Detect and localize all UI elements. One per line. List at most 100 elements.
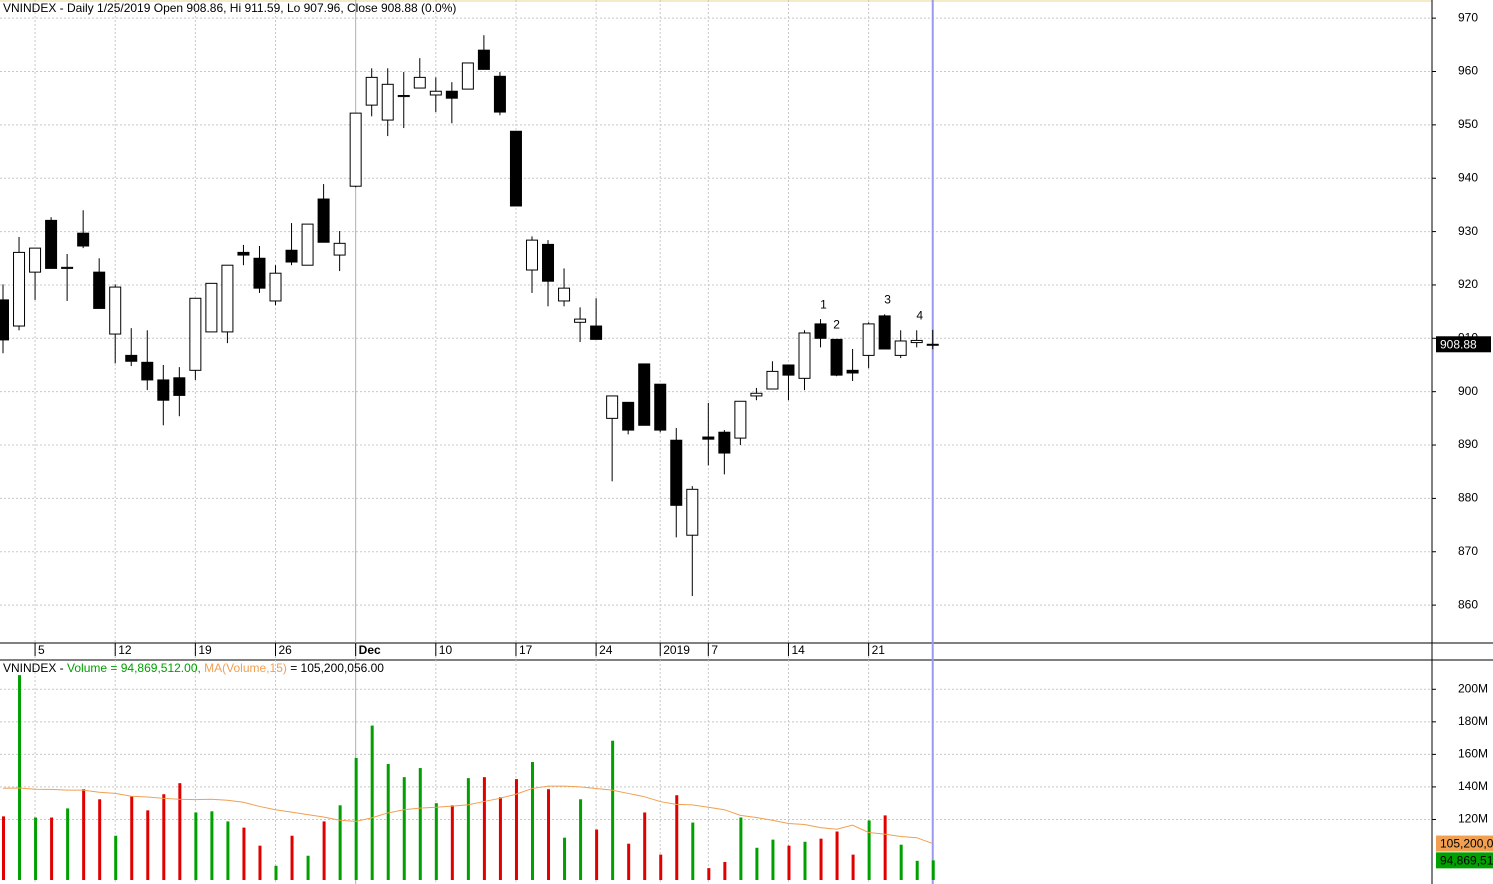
x-tick-label: 21	[872, 643, 886, 657]
volume-bar	[819, 838, 823, 880]
volume-bar	[114, 835, 118, 880]
volume-header: VNINDEX - Volume = 94,869,512.00, MA(Vol…	[3, 661, 384, 675]
candle-body	[750, 392, 763, 397]
candle-body	[846, 369, 859, 374]
volume-bar	[50, 817, 54, 880]
y-tick-label: 200M	[1458, 681, 1488, 695]
candle-body	[670, 439, 683, 506]
volume-bar	[771, 839, 775, 880]
candle-body	[910, 339, 923, 344]
annotation: 2	[833, 318, 840, 332]
candle-body	[782, 364, 795, 376]
candle-body	[766, 370, 779, 390]
candle-body	[61, 266, 74, 269]
volume-bar	[210, 811, 214, 880]
volume-bar	[691, 822, 695, 880]
candle-body	[477, 49, 490, 70]
volume-bar	[530, 762, 534, 880]
legend-ma-value: = 105,200,056.00	[290, 661, 384, 675]
candle-body	[317, 198, 330, 243]
candle-body	[814, 323, 827, 339]
candle-body	[173, 377, 186, 396]
volume-bar	[931, 860, 935, 880]
y-tick-label: 160M	[1458, 747, 1488, 761]
candle-body	[445, 90, 458, 99]
volume-bar	[386, 763, 390, 880]
volume-bar	[787, 845, 791, 880]
x-tick-label: 14	[791, 643, 805, 657]
candle-body	[253, 257, 266, 289]
y-tick-label: 120M	[1458, 812, 1488, 826]
candle-body	[205, 282, 218, 333]
volume-bar	[883, 815, 887, 880]
candle-body	[734, 400, 747, 439]
volume-bar	[514, 779, 518, 880]
ma-line	[2, 785, 933, 845]
y-tick-label: 860	[1458, 597, 1478, 611]
candle-body	[237, 251, 250, 256]
volume-title: VNINDEX -	[3, 661, 64, 675]
candle-body	[77, 232, 90, 247]
volume-bar	[306, 855, 310, 880]
candle-body	[413, 76, 426, 89]
grid	[0, 0, 1432, 884]
volume-bar	[466, 778, 470, 880]
volume-bar	[739, 817, 743, 880]
candle-body	[493, 75, 506, 113]
volume-bar	[643, 812, 647, 880]
volume-bar	[82, 789, 86, 880]
candle-body	[125, 354, 138, 362]
candle-body	[141, 361, 154, 381]
volume-bar	[226, 821, 230, 880]
volume-bar	[579, 799, 583, 880]
candle-body	[574, 318, 587, 323]
candle-body	[397, 95, 410, 98]
volume-bar	[498, 797, 502, 880]
volume-bar	[659, 854, 663, 880]
y-tick-label: 180M	[1458, 714, 1488, 728]
volume-bar	[162, 794, 166, 880]
candle-body	[509, 130, 522, 207]
legend-volume: Volume	[67, 661, 107, 675]
candle-body	[29, 247, 42, 273]
last-value-label: 94,869,51	[1440, 854, 1493, 868]
volume-bar	[755, 847, 759, 880]
volume-bar	[851, 854, 855, 880]
volume-bar	[547, 789, 551, 880]
y-tick-label: 890	[1458, 437, 1478, 451]
candle-body	[590, 325, 603, 340]
x-tick-label: 5	[38, 643, 45, 657]
candle-body	[830, 338, 843, 376]
candle-body	[365, 76, 378, 106]
volume-bar	[194, 812, 198, 880]
volume-bar	[450, 805, 454, 880]
volume-bar	[66, 808, 70, 880]
volume-bar	[803, 841, 807, 880]
candle-body	[606, 395, 619, 419]
candle-body	[702, 436, 715, 440]
volume-bar	[418, 768, 422, 880]
legend-ma: MA(Volume,15)	[204, 661, 287, 675]
y-tick-label: 970	[1458, 10, 1478, 24]
x-tick-label: 12	[118, 643, 132, 657]
last-value-box	[1436, 852, 1493, 869]
candle-body	[13, 251, 26, 327]
x-tick-label: 26	[279, 643, 293, 657]
y-tick-label: 950	[1458, 117, 1478, 131]
volume-bar	[290, 835, 294, 880]
candle-body	[638, 363, 651, 426]
x-tick-label: 24	[599, 643, 613, 657]
volume-bar	[675, 795, 679, 880]
y-tick-label: 140M	[1458, 779, 1488, 793]
volume-bar	[627, 843, 631, 880]
volume-bar	[835, 831, 839, 880]
volume-bar	[242, 827, 246, 880]
candle-body	[45, 219, 58, 269]
candle-body	[93, 271, 106, 309]
volume-bar	[370, 725, 374, 880]
candle-body	[0, 299, 9, 341]
volume-bar	[563, 837, 567, 880]
candle-body	[285, 249, 298, 263]
y-tick-label: 920	[1458, 277, 1478, 291]
